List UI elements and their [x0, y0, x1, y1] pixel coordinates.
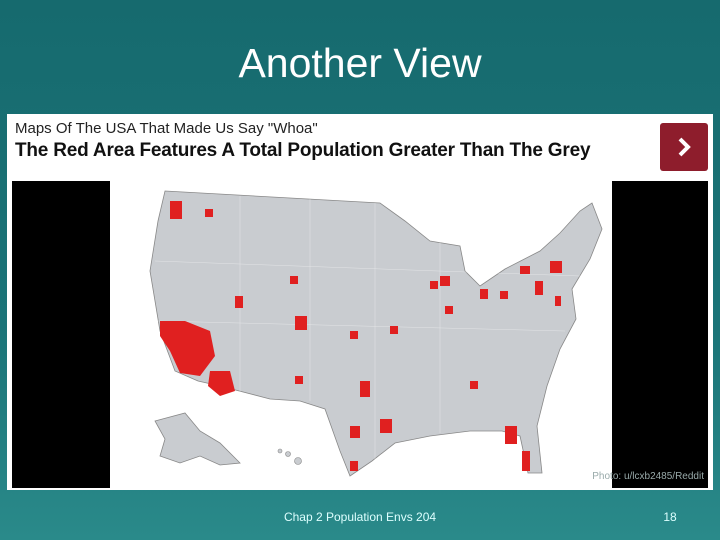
state-lines: [154, 196, 581, 461]
us-map: [110, 181, 612, 488]
headline: The Red Area Features A Total Population…: [15, 140, 591, 161]
image-frame: Photo: u/lcxb2485/Reddit: [12, 181, 708, 488]
source-title: Maps Of The USA That Made Us Say "Whoa": [15, 120, 318, 137]
embed-panel: Maps Of The USA That Made Us Say "Whoa" …: [7, 114, 713, 490]
us-outline: [149, 190, 603, 477]
alaska: [154, 412, 241, 466]
red-areas: [160, 201, 562, 471]
slide-title: Another View: [238, 40, 482, 86]
slide-footer: Chap 2 Population Envs 204: [283, 510, 437, 524]
hawaii: [277, 448, 302, 465]
next-button[interactable]: [660, 123, 708, 171]
page-number: 18: [663, 510, 677, 524]
photo-credit: Photo: u/lcxb2485/Reddit: [592, 471, 704, 482]
arrow-icon: [678, 137, 691, 157]
